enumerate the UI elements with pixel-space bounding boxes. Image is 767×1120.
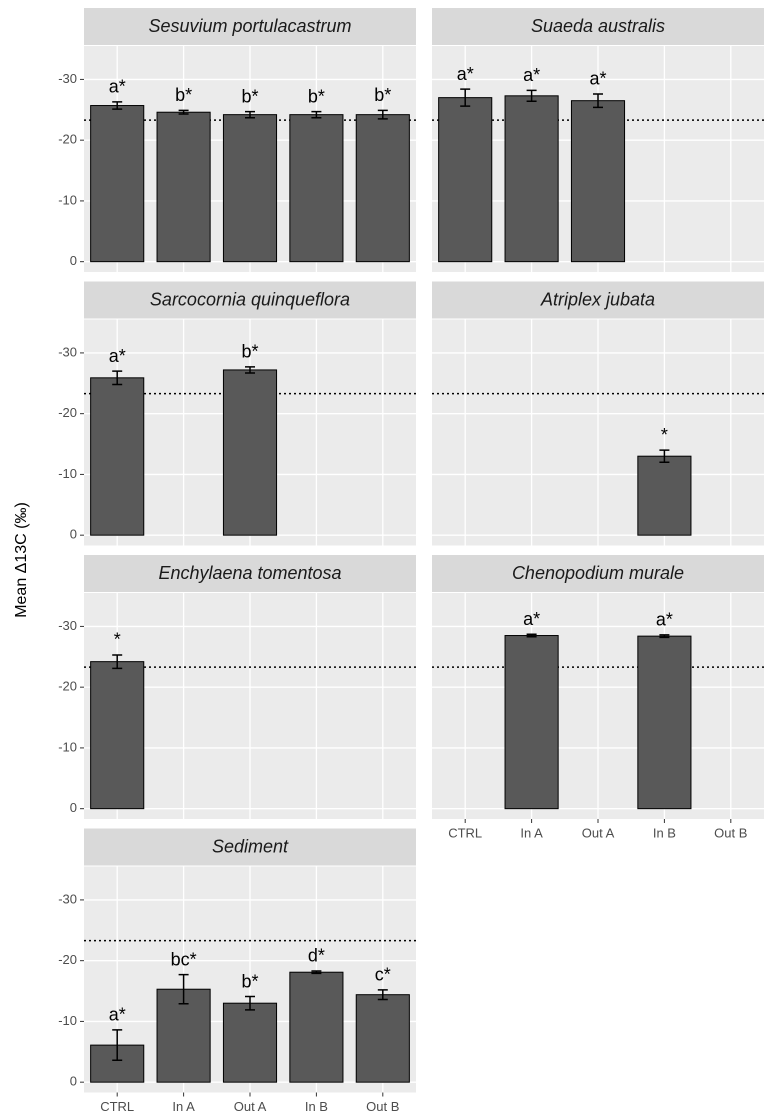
x-tick-label: In A — [520, 825, 543, 840]
bar — [289, 114, 344, 263]
significance-label: c* — [375, 965, 391, 985]
error-bar — [112, 1029, 123, 1062]
error-bar — [178, 109, 189, 115]
significance-label: a* — [109, 77, 126, 97]
significance-label: b* — [241, 971, 258, 991]
x-tick-label: Out A — [582, 825, 615, 840]
bar — [504, 95, 559, 263]
panel-title: Enchylaena tomentosa — [158, 563, 341, 583]
x-tick-label: CTRL — [448, 825, 482, 840]
significance-label: a* — [109, 1005, 126, 1025]
error-bar — [377, 109, 388, 120]
error-bar — [659, 449, 670, 464]
strip — [84, 8, 416, 45]
bar — [289, 971, 344, 1083]
y-tick-label: 0 — [70, 1074, 77, 1089]
y-axis-label: Mean Δ13C (‰) — [13, 502, 30, 618]
x-tick-label: In B — [305, 1099, 328, 1114]
y-tick-label: -30 — [58, 71, 77, 86]
significance-label: a* — [523, 609, 540, 629]
bar — [222, 1002, 278, 1083]
bar — [355, 994, 410, 1083]
y-tick-label: -30 — [58, 891, 77, 906]
bar — [355, 114, 410, 263]
significance-label: a* — [589, 69, 606, 89]
y-tick-label: -30 — [58, 618, 77, 633]
panel-title: Sesuvium portulacastrum — [148, 16, 351, 36]
error-bar — [245, 995, 255, 1011]
error-bar — [377, 989, 388, 1001]
strip — [432, 8, 764, 45]
significance-label: * — [114, 630, 121, 650]
bar — [90, 377, 145, 536]
x-tick-label: Out A — [234, 1099, 267, 1114]
error-bar — [526, 89, 537, 103]
y-tick-label: -20 — [58, 679, 77, 694]
bar — [90, 105, 145, 263]
panel-title: Sediment — [212, 836, 289, 856]
y-tick-label: 0 — [70, 253, 77, 268]
x-tick-label: In B — [653, 825, 676, 840]
significance-label: b* — [374, 85, 391, 105]
error-bar — [245, 366, 255, 374]
significance-label: a* — [656, 610, 673, 630]
bar — [222, 369, 278, 536]
y-tick-label: -20 — [58, 405, 77, 420]
significance-label: * — [661, 425, 668, 445]
bar — [637, 455, 692, 536]
bar — [222, 114, 278, 263]
error-bar — [659, 634, 670, 639]
x-tick-label: In A — [172, 1099, 195, 1114]
error-bar — [112, 101, 123, 110]
panel-title: Sarcocornia quinqueflora — [150, 289, 350, 309]
strip — [84, 828, 416, 866]
error-bar — [112, 370, 123, 386]
y-tick-label: -20 — [58, 132, 77, 147]
significance-label: b* — [241, 342, 258, 362]
significance-label: b* — [308, 86, 325, 106]
strip — [84, 281, 416, 319]
bar — [156, 988, 211, 1083]
y-tick-label: -10 — [58, 1013, 77, 1028]
error-bar — [460, 88, 471, 107]
y-tick-label: -20 — [58, 952, 77, 967]
significance-label: a* — [109, 346, 126, 366]
bar — [637, 635, 692, 810]
y-tick-label: 0 — [70, 800, 77, 815]
y-tick-label: -10 — [58, 739, 77, 754]
y-tick-label: 0 — [70, 527, 77, 542]
significance-label: a* — [523, 65, 540, 85]
y-tick-label: -30 — [58, 344, 77, 359]
error-bar — [178, 973, 189, 1005]
bar — [504, 635, 559, 810]
error-bar — [526, 633, 537, 638]
significance-label: d* — [308, 946, 325, 966]
error-bar — [593, 93, 603, 109]
significance-label: b* — [175, 85, 192, 105]
significance-label: b* — [241, 86, 258, 106]
x-tick-label: CTRL — [100, 1099, 134, 1114]
significance-label: a* — [457, 64, 474, 84]
y-tick-label: -10 — [58, 192, 77, 207]
bar — [156, 111, 211, 263]
bar — [90, 661, 145, 810]
x-tick-label: Out B — [714, 825, 747, 840]
error-bar — [112, 654, 123, 670]
y-tick-label: -10 — [58, 466, 77, 481]
strip — [84, 555, 416, 592]
error-bar — [311, 970, 322, 975]
bar — [570, 100, 626, 263]
significance-label: bc* — [171, 949, 197, 969]
strip — [432, 555, 764, 592]
error-bar — [311, 110, 322, 119]
panel-title: Suaeda australis — [531, 16, 665, 36]
bar — [438, 97, 493, 263]
x-tick-label: Out B — [366, 1099, 399, 1114]
panel-title: Chenopodium murale — [512, 563, 684, 583]
error-bar — [245, 110, 255, 119]
panel-title: Atriplex jubata — [540, 289, 655, 309]
strip — [432, 281, 764, 319]
